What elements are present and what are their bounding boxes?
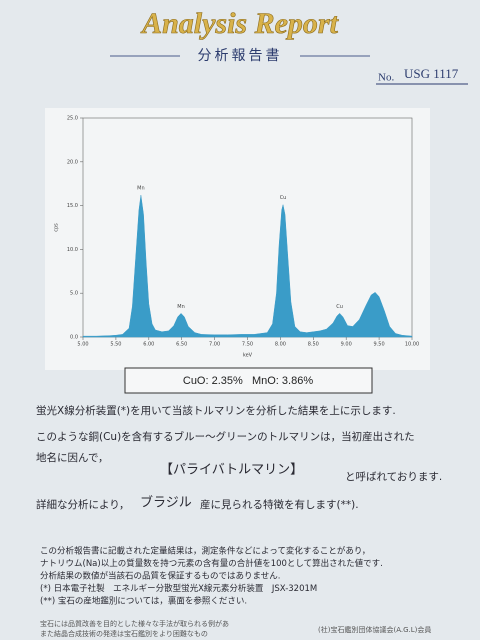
body-line: 蛍光X線分析装置(*)を用いて当該トルマリンを分析した結果を上に示します. (36, 404, 396, 417)
body-line: と呼ばれております. (345, 471, 442, 483)
x-tick-label: 6.00 (143, 342, 154, 348)
y-tick-label: 0.0 (70, 335, 78, 341)
y-tick-label: 20.0 (67, 159, 78, 165)
x-tick-label: 9.00 (341, 342, 352, 348)
peak-label: Mn (137, 186, 144, 192)
x-tick-label: 7.50 (242, 342, 253, 348)
body-line: 詳細な分析により， (36, 498, 130, 511)
body-line: 地名に因んで， (36, 451, 109, 464)
body-line: 産に見られる特徴を有します(**). (200, 498, 359, 511)
note: (**) 宝石の産地鑑別については，裏面を参照ください. (40, 596, 247, 607)
y-axis-label: cps (54, 223, 60, 232)
body-line: このような銅(Cu)を含有するブルー～グリーンのトルマリンは，当初産出された (36, 430, 415, 443)
peak-label: Mn (177, 304, 184, 310)
gem-name: 【パライバトルマリン】 (160, 463, 303, 478)
y-tick-label: 15.0 (67, 203, 78, 209)
y-tick-label: 25.0 (67, 116, 78, 122)
subtitle: 分析報告書 (198, 48, 283, 64)
y-tick-label: 5.0 (70, 291, 78, 297)
peak-label: Cu (280, 195, 287, 201)
note: ナトリウム(Na)以上の質量数を持つ元素の含有量の合計値を100として算出された… (40, 558, 383, 569)
chart: 0.0 5.0 10.0 15.0 20.0 25.0 5.00 5.50 6.00 6.50 7.… (54, 116, 420, 359)
x-tick-label: 6.50 (176, 342, 187, 348)
member: (社)宝石鑑別団体協議会(A.G.L)会員 (318, 625, 431, 634)
footer-line: 宝石には品質改善を目的とした様々な手法が取られる例があ (40, 619, 229, 628)
result: CuO: 2.35% MnO: 3.86% (183, 375, 313, 387)
note: 分析結果の数値が当該石の品質を保証するものではありません. (40, 571, 280, 582)
report-number: USG 1117 (404, 66, 459, 81)
peak-label: Cu (336, 304, 343, 310)
x-tick-label: 5.00 (77, 342, 88, 348)
x-tick-label: 5.50 (110, 342, 121, 348)
footer-line: また結晶合成技術の発達は宝石鑑別をより困難なもの (40, 629, 208, 638)
x-tick-label: 9.50 (374, 342, 385, 348)
result-box (124, 367, 373, 394)
x-tick-label: 8.00 (275, 342, 286, 348)
note: (*) 日本電子社製 エネルギー分散型蛍光X線元素分析装置 JSX-3201M (40, 583, 317, 594)
number-label: No. (378, 72, 394, 84)
y-tick-label: 10.0 (67, 247, 78, 253)
x-tick-label: 7.00 (209, 342, 220, 348)
origin: ブラジル (140, 495, 192, 511)
notes: この分析報告書に記載された定量結果は，測定条件などによって変化することがあり，ナ… (40, 546, 383, 607)
spectrum (82, 195, 413, 338)
x-tick-label: 10.00 (405, 342, 419, 348)
note: この分析報告書に記載された定量結果は，測定条件などによって変化することがあり， (40, 546, 370, 557)
x-axis-label: keV (243, 353, 253, 359)
x-tick-label: 8.50 (308, 342, 319, 348)
title: Analysis Report (140, 7, 340, 40)
